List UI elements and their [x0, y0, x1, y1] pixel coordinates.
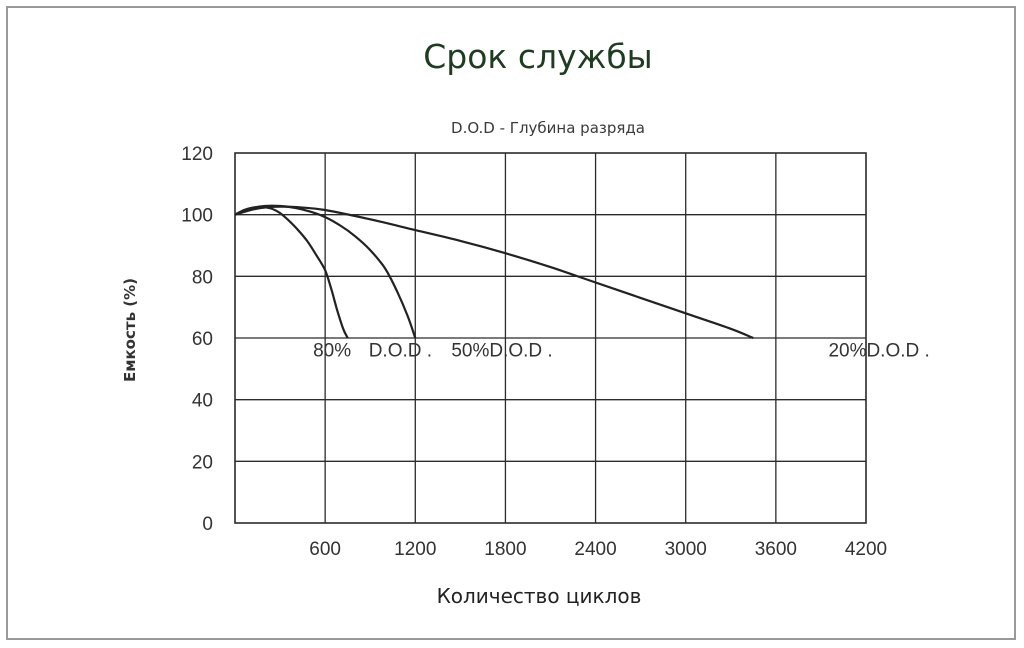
series-annotation: 20%D.O.D .: [828, 341, 929, 362]
series-line-1: [234, 204, 417, 339]
y-tick-label: 40: [192, 391, 213, 412]
x-axis-label: Количество циклов: [437, 584, 642, 608]
series-line-0: [234, 205, 349, 339]
series-lines: [234, 204, 754, 340]
x-axis-ticks: 600 1200 1800 2400 3000 3600 4200: [309, 539, 887, 560]
series-annotation: 80%: [313, 341, 351, 362]
y-tick-label: 60: [192, 329, 213, 350]
series-annotation: 50%D.O.D .: [451, 341, 552, 362]
chart-subtitle: D.O.D - Глубина разряда: [451, 119, 645, 137]
y-axis-label: Емкость (%): [121, 278, 139, 382]
x-tick-label: 1200: [394, 539, 436, 560]
x-tick-label: 3600: [755, 539, 797, 560]
y-tick-label: 100: [181, 206, 213, 227]
x-tick-label: 600: [309, 539, 341, 560]
series-annotation: D.O.D .: [369, 341, 432, 362]
y-tick-label: 0: [202, 514, 213, 535]
chart-frame: [6, 6, 1016, 640]
y-tick-label: 120: [181, 144, 213, 165]
x-tick-label: 1800: [484, 539, 526, 560]
y-axis-ticks: 0 20 40 60 80 100 120: [181, 144, 213, 535]
x-tick-label: 2400: [574, 539, 616, 560]
grid-lines: [235, 153, 866, 523]
y-tick-label: 20: [192, 452, 213, 473]
y-tick-label: 80: [192, 267, 213, 288]
x-tick-label: 3000: [665, 539, 707, 560]
x-tick-label: 4200: [845, 539, 887, 560]
chart-title: Срок службы: [423, 37, 653, 76]
series-annotations: 80% D.O.D . 50%D.O.D . 20%D.O.D .: [313, 341, 930, 362]
series-line-2: [234, 205, 754, 340]
plot-area-border: [234, 152, 867, 524]
